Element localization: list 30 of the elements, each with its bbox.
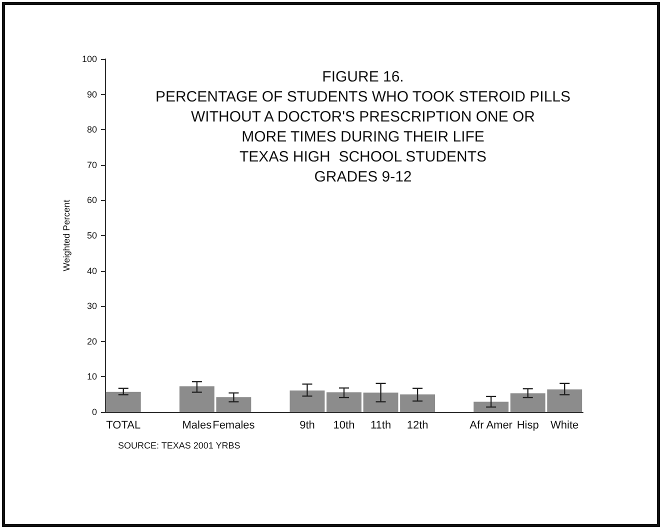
y-tick-label: 100 bbox=[82, 54, 97, 64]
y-tick-label: 80 bbox=[86, 124, 97, 135]
x-tick-label: 12th bbox=[406, 420, 428, 432]
y-axis-title: Weighted Percent bbox=[62, 199, 72, 272]
y-tick-label: 0 bbox=[92, 407, 97, 417]
y-tick-label: 10 bbox=[86, 372, 97, 382]
y-tick-label: 60 bbox=[86, 195, 97, 206]
y-tick-label: 70 bbox=[86, 160, 97, 170]
text: FIGURE 16. PERCENTAGE OF STUDENTS WHO TOOK STEROID PILLS WITHOUT A DOCTOR'S PRESCRIPTION ONE OR MORE TIMES DURING THEIR LIFE TEXAS HIGH SCHOOL STUDENTS GRADES 9-12 bbox=[155, 68, 571, 186]
x-tick-label: TOTAL bbox=[106, 420, 141, 432]
y-tick-label: 20 bbox=[86, 336, 97, 346]
bar bbox=[400, 394, 436, 412]
x-tick-label: White bbox=[550, 420, 579, 432]
bar bbox=[106, 392, 141, 412]
x-tick-label: 9th bbox=[300, 420, 315, 432]
y-tick-label: 90 bbox=[86, 89, 97, 100]
x-tick-label: Females bbox=[212, 420, 256, 432]
bar bbox=[474, 402, 509, 412]
y-tick-label: 40 bbox=[86, 266, 97, 276]
x-tick-label: Males bbox=[182, 420, 212, 432]
x-tick-label: 10th bbox=[333, 420, 355, 432]
bar bbox=[290, 390, 325, 412]
source-note: SOURCE: TEXAS 2001 YRBS bbox=[118, 440, 240, 450]
y-tick-label: 50 bbox=[86, 230, 97, 240]
bar bbox=[363, 392, 398, 412]
y-tick-label: 30 bbox=[86, 301, 97, 312]
bar bbox=[326, 392, 362, 412]
x-tick-label: 11th bbox=[370, 420, 392, 432]
x-tick-label: Afr Amer bbox=[470, 420, 513, 432]
x-tick-label: Hisp bbox=[516, 420, 539, 432]
